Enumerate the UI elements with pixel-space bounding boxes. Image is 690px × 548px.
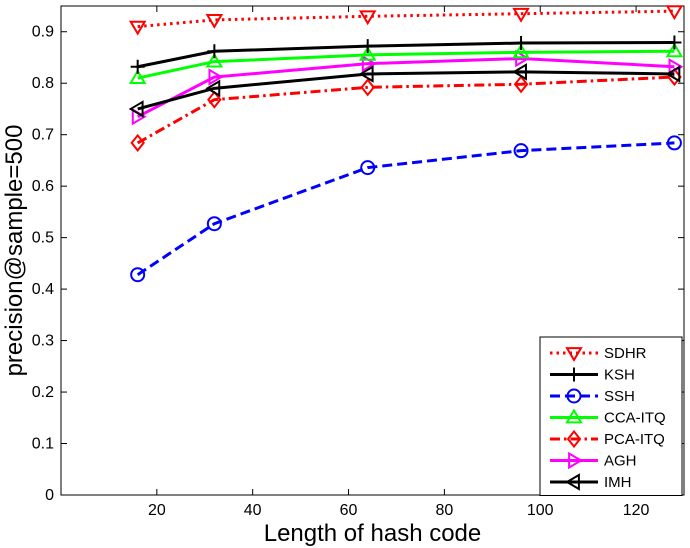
y-tick-label: 0.7 (32, 127, 54, 144)
data-point-sdhr (665, 5, 684, 21)
legend-label: AGH (604, 453, 637, 470)
legend-item-pca-itq: PCA-ITQ (550, 429, 665, 449)
series-ksh (130, 35, 682, 74)
legend-item-sdhr: SDHR (550, 345, 647, 362)
data-point-ssh (360, 160, 376, 176)
data-point-ssh (206, 216, 222, 232)
x-tick-label: 20 (148, 502, 166, 519)
series-ssh (130, 135, 682, 283)
legend-item-cca-itq: CCA-ITQ (550, 408, 666, 427)
y-tick-label: 0.2 (32, 384, 54, 401)
data-point-cca-itq (512, 43, 530, 59)
legend-label: KSH (604, 367, 635, 384)
legend-label: PCA-ITQ (604, 431, 665, 448)
data-point-ssh (130, 267, 146, 283)
data-point-ksh (130, 59, 145, 74)
legend-label: IMH (604, 474, 632, 491)
series-layer (128, 5, 684, 283)
x-tick-label: 80 (435, 502, 453, 519)
data-point-pca-itq (130, 133, 145, 153)
data-point-pca-itq (360, 78, 375, 97)
x-tick-label: 60 (340, 502, 358, 519)
data-point-ksh (360, 39, 375, 54)
x-tick-label: 40 (244, 502, 262, 519)
data-point-sdhr (128, 20, 147, 36)
series-imh (128, 63, 681, 118)
legend-marker (568, 451, 583, 470)
data-point-ssh (666, 135, 682, 151)
legend-marker (565, 473, 580, 491)
legend-marker (566, 388, 582, 404)
series-line-imh (137, 70, 675, 111)
legend-item-imh: IMH (550, 473, 632, 491)
data-point-imh (358, 65, 374, 83)
data-point-agh (208, 68, 224, 86)
legend-item-agh: AGH (550, 451, 637, 470)
data-point-cca-itq (358, 45, 377, 61)
series-cca-itq (128, 42, 684, 84)
data-point-ksh (514, 36, 529, 51)
data-point-pca-itq (513, 75, 529, 94)
x-tick-label: 100 (527, 502, 554, 519)
legend-marker (565, 347, 583, 362)
x-axis-title: Length of hash code (264, 520, 482, 547)
legend-marker (567, 367, 581, 382)
legend-item-ksh: KSH (550, 367, 635, 384)
data-point-imh (665, 65, 681, 83)
series-sdhr (128, 5, 684, 36)
legend-marker (566, 429, 582, 449)
legend-label: CCA-ITQ (604, 410, 666, 427)
y-tick-label: 0.9 (32, 24, 54, 41)
x-tick-label: 120 (623, 502, 650, 519)
data-point-cca-itq (665, 42, 684, 58)
y-tick-label: 0.1 (32, 436, 54, 453)
y-tick-label: 0.5 (32, 230, 54, 247)
y-tick-label: 0 (45, 487, 54, 504)
series-line-pca-itq (136, 75, 675, 145)
y-axis-title: precision@sample=500 (1, 125, 28, 377)
data-point-cca-itq (205, 52, 224, 68)
data-point-cca-itq (128, 69, 147, 84)
data-point-imh (205, 79, 221, 98)
data-point-imh (128, 100, 144, 118)
legend-label: SDHR (604, 345, 647, 362)
legend: SDHR KSH SSH CCA-ITQ PCA-ITQ AGH IMH (539, 336, 683, 496)
series-line-cca-itq (137, 49, 675, 80)
data-point-agh (515, 49, 531, 68)
data-point-ksh (207, 44, 222, 59)
y-tick-label: 0.6 (32, 178, 54, 195)
data-point-ksh (667, 35, 682, 50)
data-point-pca-itq (207, 90, 222, 109)
data-point-sdhr (512, 7, 530, 23)
series-line-ssh (136, 141, 675, 276)
y-tick-label: 0.4 (32, 281, 54, 298)
data-point-imh (512, 63, 527, 81)
series-line-agh (136, 57, 675, 119)
data-point-ssh (513, 143, 529, 159)
legend-label: SSH (604, 388, 635, 405)
y-tick-label: 0.8 (32, 75, 54, 92)
legend-item-ssh: SSH (550, 388, 635, 405)
legend-marker (565, 408, 583, 424)
data-point-sdhr (205, 13, 224, 29)
y-tick-label: 0.3 (32, 333, 54, 350)
data-point-sdhr (358, 10, 377, 26)
